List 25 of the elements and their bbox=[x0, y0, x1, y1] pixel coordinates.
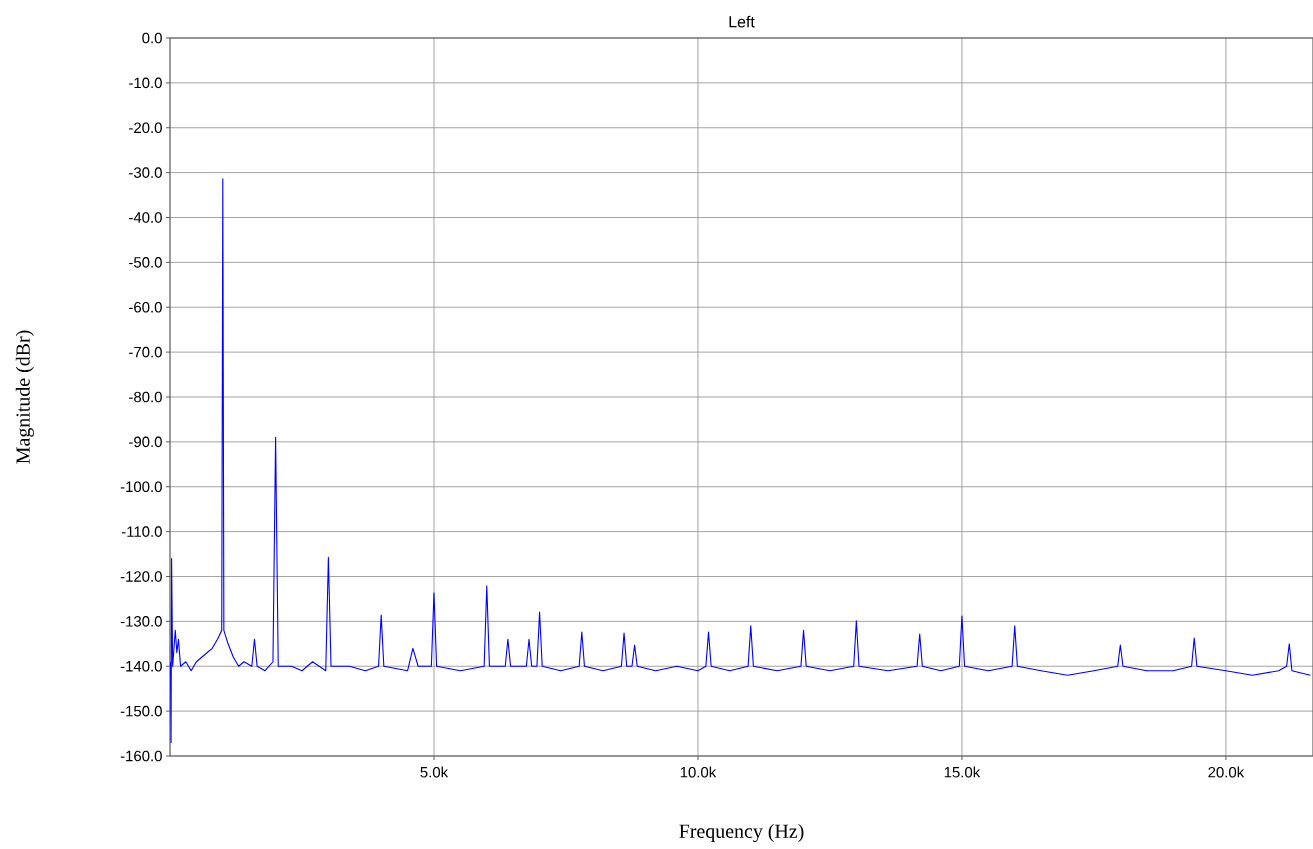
y-tick-label: 0.0 bbox=[142, 32, 162, 44]
y-tick-label: -110.0 bbox=[121, 526, 162, 537]
y-tick-label: -130.0 bbox=[120, 616, 162, 627]
y-tick-label: -20.0 bbox=[129, 122, 162, 134]
y-tick-label: -100.0 bbox=[120, 481, 162, 493]
y-tick-label: -90.0 bbox=[129, 436, 162, 448]
y-tick-label: -120.0 bbox=[120, 571, 162, 582]
y-tick-label: -60.0 bbox=[129, 301, 162, 313]
chart-title: Left bbox=[729, 15, 755, 28]
line-series bbox=[170, 178, 1311, 744]
y-tick-label: -150.0 bbox=[120, 705, 162, 717]
x-axis-title: Frequency (Hz) bbox=[679, 823, 804, 843]
x-tick-label: 10.0k bbox=[680, 766, 717, 778]
y-tick-label: -40.0 bbox=[129, 212, 162, 223]
y-tick-label: -50.0 bbox=[129, 257, 162, 268]
y-tick-label: -80.0 bbox=[129, 391, 162, 403]
x-tick-label: 15.0k bbox=[944, 766, 981, 778]
y-tick-label: -160.0 bbox=[120, 750, 162, 762]
y-tick-label: -10.0 bbox=[129, 77, 162, 89]
y-tick-label: -30.0 bbox=[129, 167, 162, 178]
y-tick-label: -70.0 bbox=[129, 346, 162, 358]
y-axis-title: Magnitude (dBr) bbox=[15, 330, 34, 464]
x-tick-label: 5.0k bbox=[420, 766, 449, 778]
x-tick-label: 20.0k bbox=[1208, 766, 1245, 778]
y-tick-label: -140.0 bbox=[120, 660, 162, 672]
